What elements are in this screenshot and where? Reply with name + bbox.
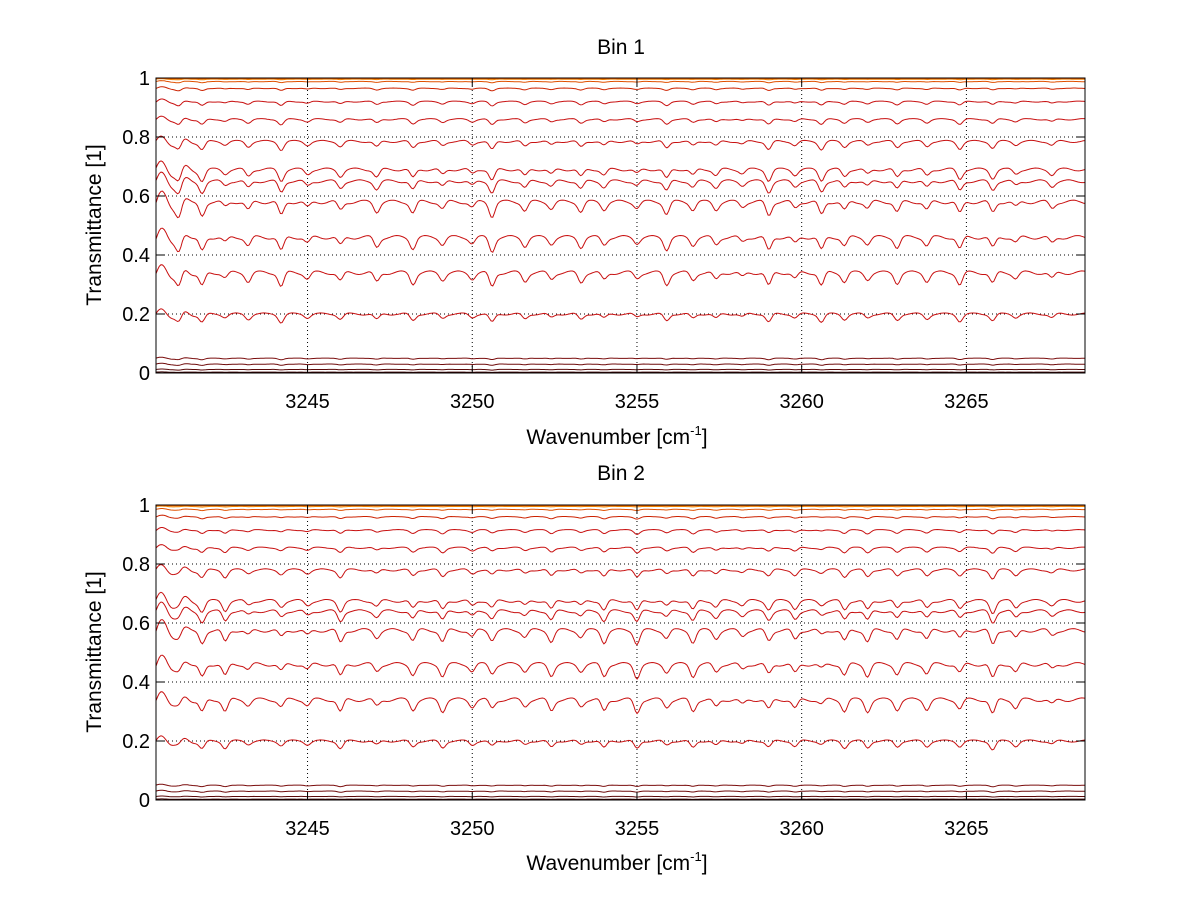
x-tick-label: 3245 — [285, 391, 330, 413]
chart-title: Bin 2 — [597, 462, 645, 485]
subplot-bin-1: Bin 1 Wavenumber [cm-1] Transmittance [1… — [83, 36, 1086, 449]
series-line — [156, 504, 1085, 507]
series-line — [156, 362, 1085, 366]
x-tick-label: 3255 — [615, 818, 660, 840]
y-tick-label: 0.8 — [122, 554, 150, 576]
series-line — [156, 619, 1085, 646]
series-line — [156, 527, 1085, 536]
series-line — [156, 563, 1085, 580]
y-tick-label: 0.4 — [122, 672, 150, 694]
x-tick-label: 3250 — [450, 818, 495, 840]
y-tick-label: 0.2 — [122, 304, 150, 326]
x-axis-label-main: Wavenumber [cm — [526, 426, 690, 449]
x-axis-label: Wavenumber [cm-1] — [526, 423, 707, 449]
series-line — [156, 601, 1085, 624]
series-line — [156, 171, 1085, 195]
series-line — [156, 308, 1085, 324]
y-tick-label: 0.6 — [122, 186, 150, 208]
series-line — [156, 514, 1085, 520]
series-line — [156, 190, 1085, 219]
x-tick-label: 3250 — [450, 391, 495, 413]
series-line — [156, 371, 1085, 373]
series-line — [156, 77, 1085, 80]
series-line — [156, 505, 1085, 508]
y-tick-label: 0.2 — [122, 731, 150, 753]
x-tick-label: 3255 — [615, 391, 660, 413]
series-line — [156, 78, 1085, 81]
series-line — [156, 691, 1085, 715]
x-axis-label-superscript: -1 — [690, 423, 702, 438]
series-line — [156, 368, 1085, 371]
series-line — [156, 264, 1085, 287]
y-axis-label: Transmittance [1] — [83, 144, 106, 305]
series-group — [156, 504, 1085, 800]
x-axis-label-superscript: -1 — [690, 849, 702, 864]
y-tick-label: 0 — [139, 790, 150, 812]
x-tick-label: 3245 — [285, 818, 330, 840]
x-tick-label: 3260 — [779, 391, 824, 413]
x-axis-label-main: Wavenumber [cm — [526, 852, 690, 875]
y-axis-label: Transmittance [1] — [83, 571, 106, 732]
series-line — [156, 798, 1085, 800]
y-tick-label: 1 — [139, 495, 150, 517]
plot-frame — [155, 504, 1086, 801]
x-tick-label: 3260 — [779, 818, 824, 840]
series-line — [156, 789, 1085, 793]
series-line — [156, 115, 1085, 126]
series-line — [156, 135, 1085, 151]
x-axis-label-end: ] — [702, 426, 708, 449]
x-tick-label: 3265 — [944, 818, 989, 840]
series-line — [156, 356, 1085, 361]
y-tick-label: 0.4 — [122, 245, 150, 267]
series-line — [156, 508, 1085, 512]
series-line — [156, 227, 1085, 253]
x-tick-label: 3265 — [944, 391, 989, 413]
x-axis-label: Wavenumber [cm-1] — [526, 849, 707, 875]
series-line — [156, 654, 1085, 680]
series-line — [156, 591, 1085, 615]
series-line — [156, 783, 1085, 788]
series-line — [156, 98, 1085, 107]
y-tick-label: 0 — [139, 363, 150, 385]
y-tick-label: 0.6 — [122, 613, 150, 635]
y-tick-label: 0.8 — [122, 127, 150, 149]
series-group — [156, 77, 1085, 373]
series-line — [156, 795, 1085, 798]
plot-frame — [155, 77, 1086, 374]
series-line — [156, 80, 1085, 84]
chart-title: Bin 1 — [597, 36, 645, 59]
y-tick-label: 1 — [139, 68, 150, 90]
x-axis-label-end: ] — [702, 852, 708, 875]
subplot-bin-2: Bin 2 Wavenumber [cm-1] Transmittance [1… — [83, 462, 1086, 875]
series-line — [156, 86, 1085, 92]
series-line — [156, 735, 1085, 751]
series-line — [156, 160, 1085, 183]
series-line — [156, 544, 1085, 554]
